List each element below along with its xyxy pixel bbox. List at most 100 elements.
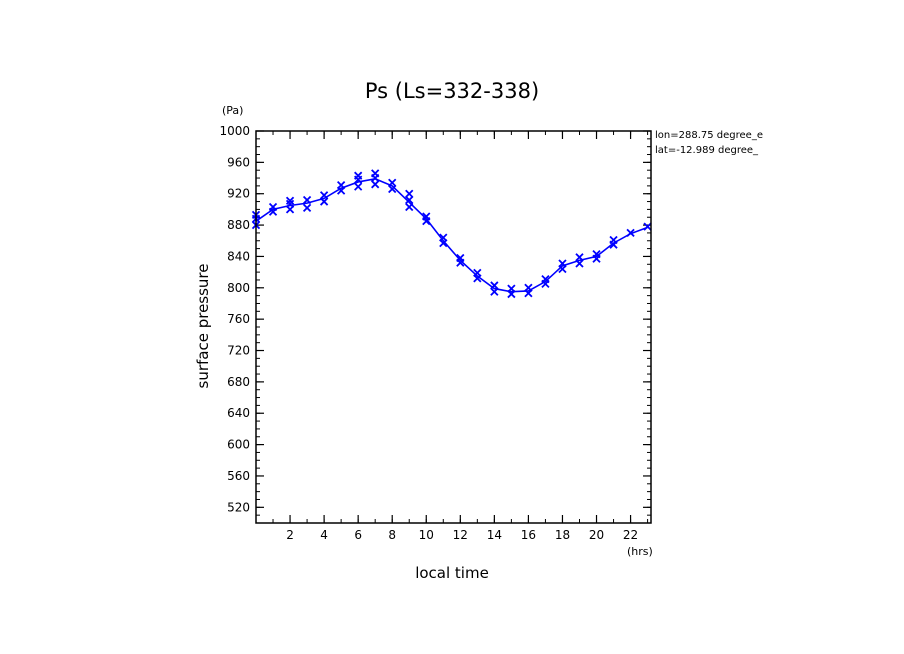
data-point-stroke [558,259,567,268]
y-tick-label: 560 [227,469,250,483]
data-point-stroke [609,235,618,245]
data-point-stroke [541,275,550,284]
y-tick-label: 760 [227,312,250,326]
data-point-stroke [507,284,516,293]
y-tick-label: 920 [227,187,250,201]
data-point [405,189,414,198]
data-point [490,287,499,296]
x-tick-label: 14 [487,528,502,542]
x-tick-label: 6 [354,528,362,542]
data-point [422,212,431,221]
x-axis-label: local time [415,564,489,582]
data-point [524,283,533,292]
data-point-stroke [405,189,414,198]
data-point [371,169,380,178]
axis-ticks [256,130,651,523]
x-tick-label: 22 [623,528,638,542]
data-point [268,202,278,212]
data-point [319,191,329,200]
data-point-stroke [626,228,635,238]
data-point [626,228,635,238]
data-point-stroke [422,212,431,221]
data-point-stroke [302,195,312,205]
data-point-stroke [405,202,414,212]
data-point [490,281,499,290]
x-tick-label: 10 [419,528,434,542]
plot-frame [255,130,652,524]
data-point-stroke [456,253,465,263]
data-point-stroke [371,169,380,178]
data-point-stroke [285,196,295,205]
data-point [609,235,618,245]
tick-labels: 2 4 6 8 10 12 14 16 18 20 22 520 560 600 640 680 720 760 8… [219,124,638,542]
annotation-lat: lat=-12.989 degree_ [655,145,759,156]
data-point [507,284,516,293]
data-point-stroke [575,253,584,262]
data-point-stroke [473,268,482,278]
x-tick-label: 18 [555,528,570,542]
y-tick-label: 800 [227,281,250,295]
data-point-stroke [319,191,329,200]
data-point [592,249,601,259]
data-point-stroke [592,249,601,259]
data-point [575,253,584,262]
x-tick-label: 8 [388,528,396,542]
data-point-stroke [354,182,363,191]
chart-title: Ps (Ls=332-338) [365,79,539,103]
data-point [302,195,312,205]
y-tick-label: 960 [227,155,250,169]
data-point [473,268,482,278]
annotation-lon: lon=288.75 degree_e [655,130,763,141]
data-point [541,275,550,284]
y-unit-label: (Pa) [222,104,243,117]
data-point [558,259,567,268]
data-point [285,196,295,205]
y-tick-label: 720 [227,344,250,358]
data-point [371,180,380,189]
data-point [405,202,414,212]
data-point [354,182,363,191]
data-point [336,180,346,190]
y-tick-label: 1000 [219,124,250,138]
y-axis-label: surface pressure [194,264,212,389]
y-tick-label: 600 [227,438,250,452]
data-point [319,197,329,206]
x-tick-label: 2 [286,528,294,542]
data-point-stroke [490,281,499,290]
y-tick-label: 640 [227,406,250,420]
series-line [255,177,648,293]
series-layer [251,169,652,299]
data-point [575,259,584,268]
data-point-stroke [319,197,329,206]
data-point-stroke [388,178,397,187]
data-point-stroke [336,180,346,190]
data-point-stroke [439,233,448,242]
data-point-stroke [388,184,397,194]
x-tick-label: 12 [453,528,468,542]
x-tick-label: 16 [521,528,536,542]
data-point [456,253,465,263]
data-point [354,171,363,180]
data-point [388,184,397,194]
data-point-stroke [302,203,312,212]
x-tick-label: 4 [320,528,328,542]
data-point-stroke [405,195,414,205]
data-point-stroke [524,283,533,292]
y-tick-label: 880 [227,218,250,232]
data-point-stroke [575,259,584,268]
data-point [439,233,448,242]
data-point [643,222,652,231]
data-point-stroke [643,222,652,231]
x-unit-label: (hrs) [627,545,653,558]
data-point [302,203,312,212]
data-point-stroke [285,199,295,209]
data-point [285,199,295,209]
y-tick-label: 680 [227,375,250,389]
data-point-stroke [371,180,380,189]
x-tick-label: 20 [589,528,604,542]
data-point-stroke [490,287,499,296]
data-point [388,178,397,187]
y-tick-label: 840 [227,249,250,263]
y-tick-label: 520 [227,500,250,514]
